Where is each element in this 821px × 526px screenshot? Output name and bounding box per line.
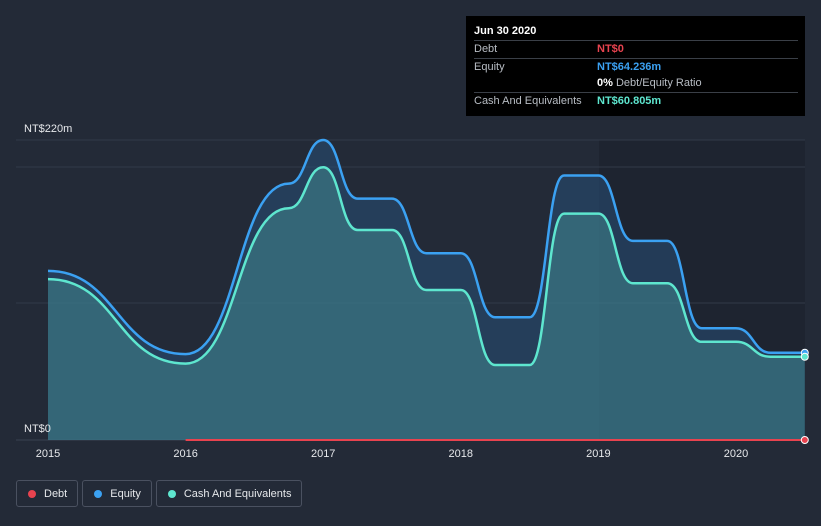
y-axis-bottom-label: NT$0 — [24, 423, 51, 435]
tooltip-label-debt: Debt — [474, 43, 498, 55]
tooltip-date: Jun 30 2020 — [474, 25, 537, 37]
x-tick-label-2016: 2016 — [173, 448, 197, 460]
x-tick-label-2020: 2020 — [724, 448, 748, 460]
tooltip-value-debt: NT$0 — [597, 43, 624, 55]
tooltip-value-cash: NT$60.805m — [597, 94, 662, 107]
tooltip-ratio-suffix: Debt/Equity Ratio — [615, 77, 702, 89]
legend-item-equity[interactable]: Equity — [82, 480, 152, 507]
chart-legend: Debt Equity Cash And Equivalents — [16, 480, 306, 507]
legend-dot-cash — [167, 489, 176, 498]
y-axis-top-label: NT$220m — [24, 123, 72, 135]
tooltip-row-cash: Cash And Equivalents NT$60.805m — [474, 91, 798, 110]
tooltip-label-cash: Cash And Equivalents — [474, 94, 582, 107]
x-tick-label-2017: 2017 — [311, 448, 335, 460]
tooltip-label-ratio — [474, 75, 597, 92]
legend-label-equity: Equity — [110, 487, 141, 500]
tooltip-panel: Jun 30 2020 Debt NT$0 Equity NT$64.236m … — [466, 16, 805, 116]
legend-item-cash[interactable]: Cash And Equivalents — [155, 480, 303, 507]
x-tick-label-2019: 2019 — [586, 448, 610, 460]
tooltip-row-debt: Debt NT$0 — [474, 40, 798, 58]
x-tick-label-2018: 2018 — [449, 448, 473, 460]
area-cash-and-equivalents — [48, 167, 805, 441]
legend-dot-debt — [28, 489, 36, 498]
tooltip-label-equity: Equity — [474, 60, 505, 73]
legend-item-debt[interactable]: Debt — [16, 480, 79, 507]
legend-label-debt: Debt — [44, 487, 68, 500]
series-line-cash-and-equivalents — [47, 166, 805, 367]
end-point-debt — [800, 436, 809, 444]
legend-dot-equity — [94, 489, 103, 498]
tooltip-value-ratio: 0% — [597, 77, 613, 89]
tooltip-value-equity: NT$64.236m — [597, 60, 662, 73]
tooltip-row-ratio: 0% Debt/Equity Ratio — [474, 75, 798, 92]
x-tick-label-2015: 2015 — [36, 448, 60, 460]
series-line-equity — [47, 138, 805, 356]
tooltip-row-equity: Equity NT$64.236m — [474, 57, 798, 76]
end-point-cash-and-equivalents — [800, 352, 809, 361]
tooltip-ratio: 0% Debt/Equity Ratio — [597, 75, 702, 92]
legend-label-cash: Cash And Equivalents — [183, 487, 292, 500]
